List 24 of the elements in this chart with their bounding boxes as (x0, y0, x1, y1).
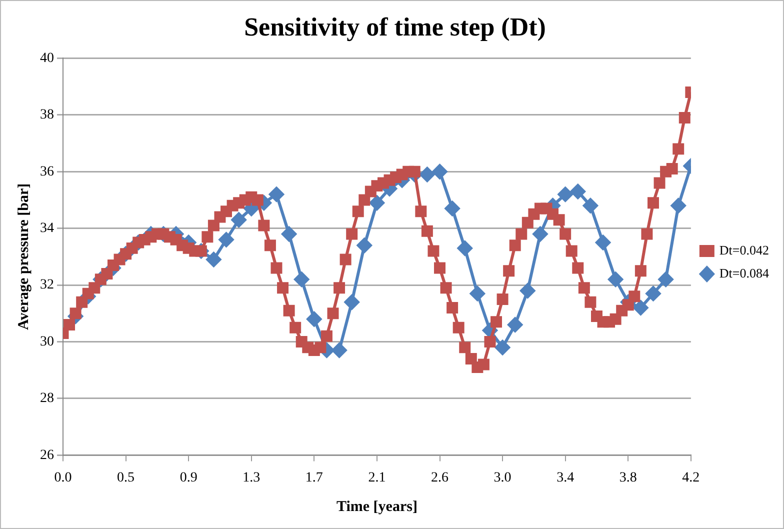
x-tick-label: 0.0 (54, 470, 72, 486)
y-axis-title: Average pressure [bar] (16, 183, 32, 330)
y-tick-label: 32 (40, 278, 54, 293)
x-tick-label: 1.3 (242, 470, 260, 486)
x-tick-label: 2.6 (431, 470, 448, 486)
y-tick-label: 38 (40, 108, 54, 123)
x-tick-label: 3.4 (556, 470, 574, 486)
chart-title: Sensitivity of time step (Dt) (244, 12, 546, 42)
y-tick-label: 34 (40, 221, 54, 236)
x-tick-label: 1.7 (305, 470, 323, 486)
y-tick-label: 30 (40, 334, 54, 350)
legend-label: Dt=0.084 (719, 265, 770, 280)
legend-label: Dt=0.042 (719, 242, 770, 258)
y-tick-label: 36 (40, 164, 54, 180)
y-tick-label: 28 (40, 391, 54, 406)
x-tick-label: 3.8 (619, 470, 637, 486)
x-tick-label: 0.5 (117, 470, 135, 486)
x-axis-title: Time [years] (336, 498, 418, 515)
x-tick-label: 0.9 (180, 470, 198, 486)
x-tick-label: 4.2 (682, 470, 700, 486)
x-tick-label: 3.0 (494, 470, 512, 486)
x-tick-label: 2.1 (368, 470, 386, 486)
y-tick-label: 26 (40, 448, 54, 463)
y-tick-label: 40 (40, 50, 54, 66)
